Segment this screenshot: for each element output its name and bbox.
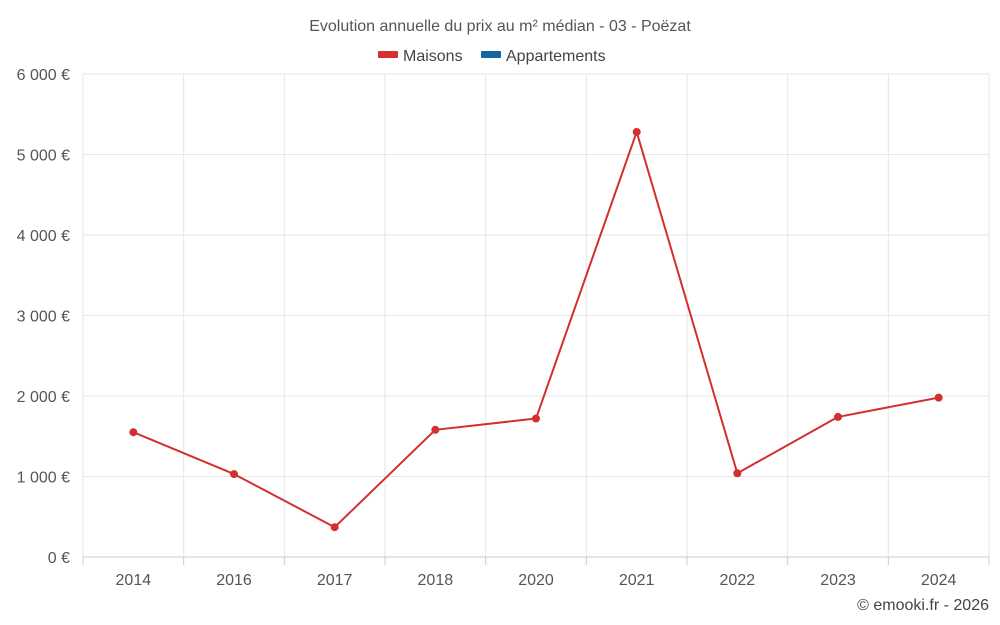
legend-item-maisons[interactable]: Maisons — [378, 48, 463, 65]
legend-swatch-appartements — [481, 51, 501, 58]
legend-label-appartements: Appartements — [506, 48, 606, 65]
y-axis-labels: 0 € 1 000 € 2 000 € 3 000 € 4 000 € 5 000 € 6 … — [17, 67, 70, 567]
data-point[interactable] — [330, 523, 339, 532]
x-tick-label: 2020 — [518, 572, 554, 589]
y-gridlines — [83, 73, 989, 477]
y-tick-label: 5 000 € — [17, 148, 70, 165]
legend-item-appartements[interactable]: Appartements — [481, 48, 606, 65]
legend: Maisons Appartements — [378, 48, 606, 65]
data-point[interactable] — [934, 393, 943, 402]
x-tick-label: 2021 — [619, 572, 655, 589]
x-tick-label: 2016 — [216, 572, 252, 589]
data-point[interactable] — [834, 412, 842, 421]
credit-text: © emooki.fr - 2026 — [857, 597, 989, 614]
data-point[interactable] — [733, 469, 742, 478]
x-gridlines — [82, 74, 990, 557]
y-tick-label: 1 000 € — [17, 470, 70, 487]
x-tick-label: 2014 — [116, 572, 152, 589]
data-point[interactable] — [632, 127, 641, 136]
x-tick-label: 2023 — [820, 572, 856, 589]
data-point[interactable] — [532, 414, 540, 423]
legend-label-maisons: Maisons — [403, 48, 463, 65]
data-point[interactable] — [230, 470, 238, 479]
x-axis-ticks — [82, 557, 990, 565]
y-tick-label: 4 000 € — [17, 228, 70, 245]
data-point[interactable] — [129, 428, 138, 437]
series-maisons — [129, 127, 943, 532]
series-line — [132, 130, 939, 529]
y-tick-label: 3 000 € — [17, 309, 70, 326]
chart-title: Evolution annuelle du prix au m² médian … — [309, 18, 691, 35]
x-tick-label: 2018 — [418, 572, 454, 589]
legend-swatch-maisons — [378, 51, 398, 58]
x-tick-label: 2022 — [720, 572, 756, 589]
x-tick-label: 2024 — [921, 572, 957, 589]
y-tick-label: 2 000 € — [17, 389, 70, 406]
y-tick-label: 6 000 € — [17, 67, 70, 84]
data-point[interactable] — [431, 425, 440, 434]
y-tick-label: 0 € — [48, 550, 70, 567]
x-axis-labels: 2014 2016 2017 2018 2020 2021 2022 2023 2024 — [116, 572, 957, 589]
x-tick-label: 2017 — [317, 572, 353, 589]
